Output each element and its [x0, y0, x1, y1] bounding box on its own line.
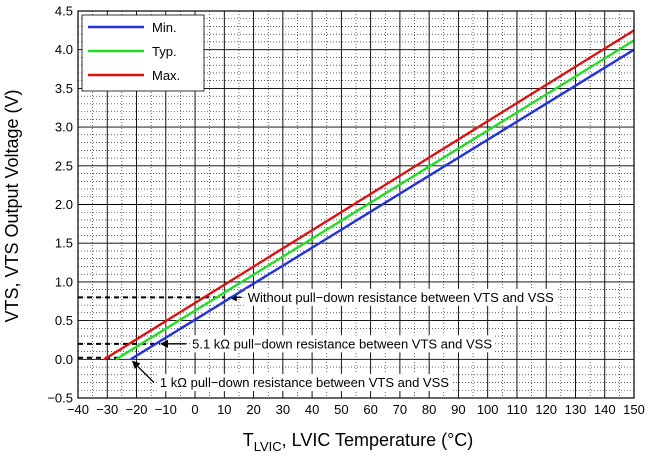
annotation-labels: Without pull−down resistance between VTS… — [157, 288, 557, 392]
y-tick-label: 3.5 — [55, 81, 73, 96]
y-tick-label: 4.5 — [55, 4, 73, 19]
x-tick-label: 70 — [393, 402, 407, 417]
y-tick-labels: −0.5 0.0 0.5 1.0 1.5 2.0 2.5 3.0 3.5 4.0 4.5 — [47, 4, 73, 406]
legend-label: Min. — [152, 20, 177, 35]
x-tick-label: −10 — [155, 402, 177, 417]
x-axis-title-sub: LVIC — [254, 439, 282, 454]
series-group — [103, 29, 635, 361]
y-tick-label: 0.5 — [55, 313, 73, 328]
x-tick-label: 140 — [594, 402, 616, 417]
x-tick-label: 40 — [305, 402, 319, 417]
x-tick-labels: −40 −30 −20 −10 0 10 20 30 40 50 60 70 80 90 100 110 120… — [67, 402, 645, 417]
legend: Min. Typ. Max. — [81, 14, 205, 92]
x-tick-label: 110 — [507, 402, 528, 417]
legend-label: Max. — [152, 68, 180, 83]
y-tick-label: 1.5 — [55, 236, 73, 251]
x-tick-label: 60 — [363, 402, 377, 417]
annotation-arrow — [131, 360, 155, 383]
x-tick-label: 20 — [246, 402, 260, 417]
x-tick-label: −30 — [96, 402, 118, 417]
x-tick-label: 30 — [276, 402, 290, 417]
y-tick-label: 4.0 — [55, 42, 73, 57]
y-tick-label: 1.0 — [55, 274, 73, 289]
y-tick-label: 0.0 — [55, 352, 73, 367]
x-tick-label: 150 — [623, 402, 645, 417]
x-tick-label: 90 — [451, 402, 465, 417]
annotation-label-bg — [245, 288, 557, 306]
x-tick-label: 120 — [535, 402, 557, 417]
series-line — [130, 48, 635, 361]
y-tick-label: −0.5 — [47, 391, 73, 406]
annotation-label-bg — [190, 335, 495, 353]
x-tick-label: 100 — [477, 402, 499, 417]
x-tick-label: 130 — [565, 402, 587, 417]
legend-label: Typ. — [152, 44, 177, 59]
x-tick-label: −20 — [125, 402, 147, 417]
y-tick-label: 3.0 — [55, 120, 73, 135]
y-tick-label: 2.5 — [55, 158, 73, 173]
annotation-label: 1 kΩ pull−down resistance between VTS an… — [160, 375, 449, 390]
x-tick-label: 80 — [422, 402, 436, 417]
annotation-label: Without pull−down resistance between VTS… — [248, 290, 554, 305]
x-tick-label: 0 — [191, 402, 198, 417]
annotation-label: 5.1 kΩ pull−down resistance between VTS … — [192, 336, 492, 351]
plot-frame — [77, 10, 635, 399]
y-tick-label: 2.0 — [55, 197, 73, 212]
annotation-label-bg — [157, 374, 452, 392]
x-tick-label: −40 — [67, 402, 89, 417]
series-line — [115, 39, 635, 361]
x-axis-title: TLVIC, LVIC Temperature (°C) — [243, 430, 474, 454]
x-axis-title-rest: , LVIC Temperature (°C) — [282, 430, 474, 450]
x-tick-label: 50 — [334, 402, 348, 417]
x-axis-title-main: T — [243, 430, 254, 450]
series-line — [103, 29, 635, 361]
y-axis-title: VTS, VTS Output Voltage (V) — [2, 89, 22, 322]
x-tick-label: 10 — [217, 402, 231, 417]
